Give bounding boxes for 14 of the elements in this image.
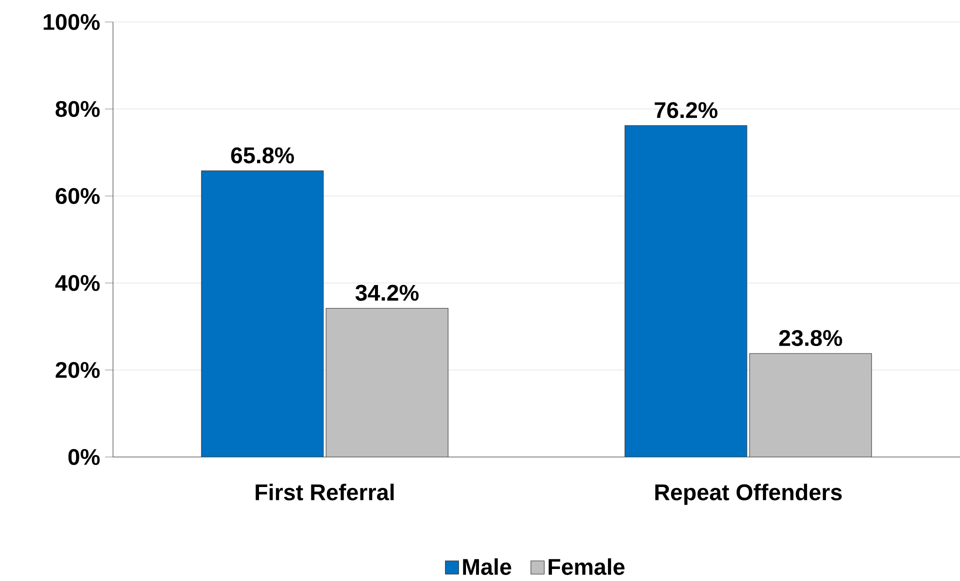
x-tick-label: First Referral xyxy=(256,484,394,500)
y-tick-label: 40% xyxy=(55,274,100,292)
data-label: 23.8% xyxy=(779,330,842,346)
y-tick-label: 20% xyxy=(56,362,100,378)
data-label: 76.2% xyxy=(654,102,718,118)
x-tick-label: Repeat Offenders xyxy=(655,484,842,505)
y-tick-label: 60% xyxy=(56,188,100,204)
legend-label: Male xyxy=(463,558,512,575)
y-tick-label: 100% xyxy=(44,14,100,30)
y-tick-label: 0% xyxy=(68,448,100,466)
data-label: 65.8% xyxy=(231,147,294,164)
data-label: 34.2% xyxy=(355,284,419,301)
legend-label: Female xyxy=(548,558,625,575)
y-tick-label: 80% xyxy=(56,100,100,118)
